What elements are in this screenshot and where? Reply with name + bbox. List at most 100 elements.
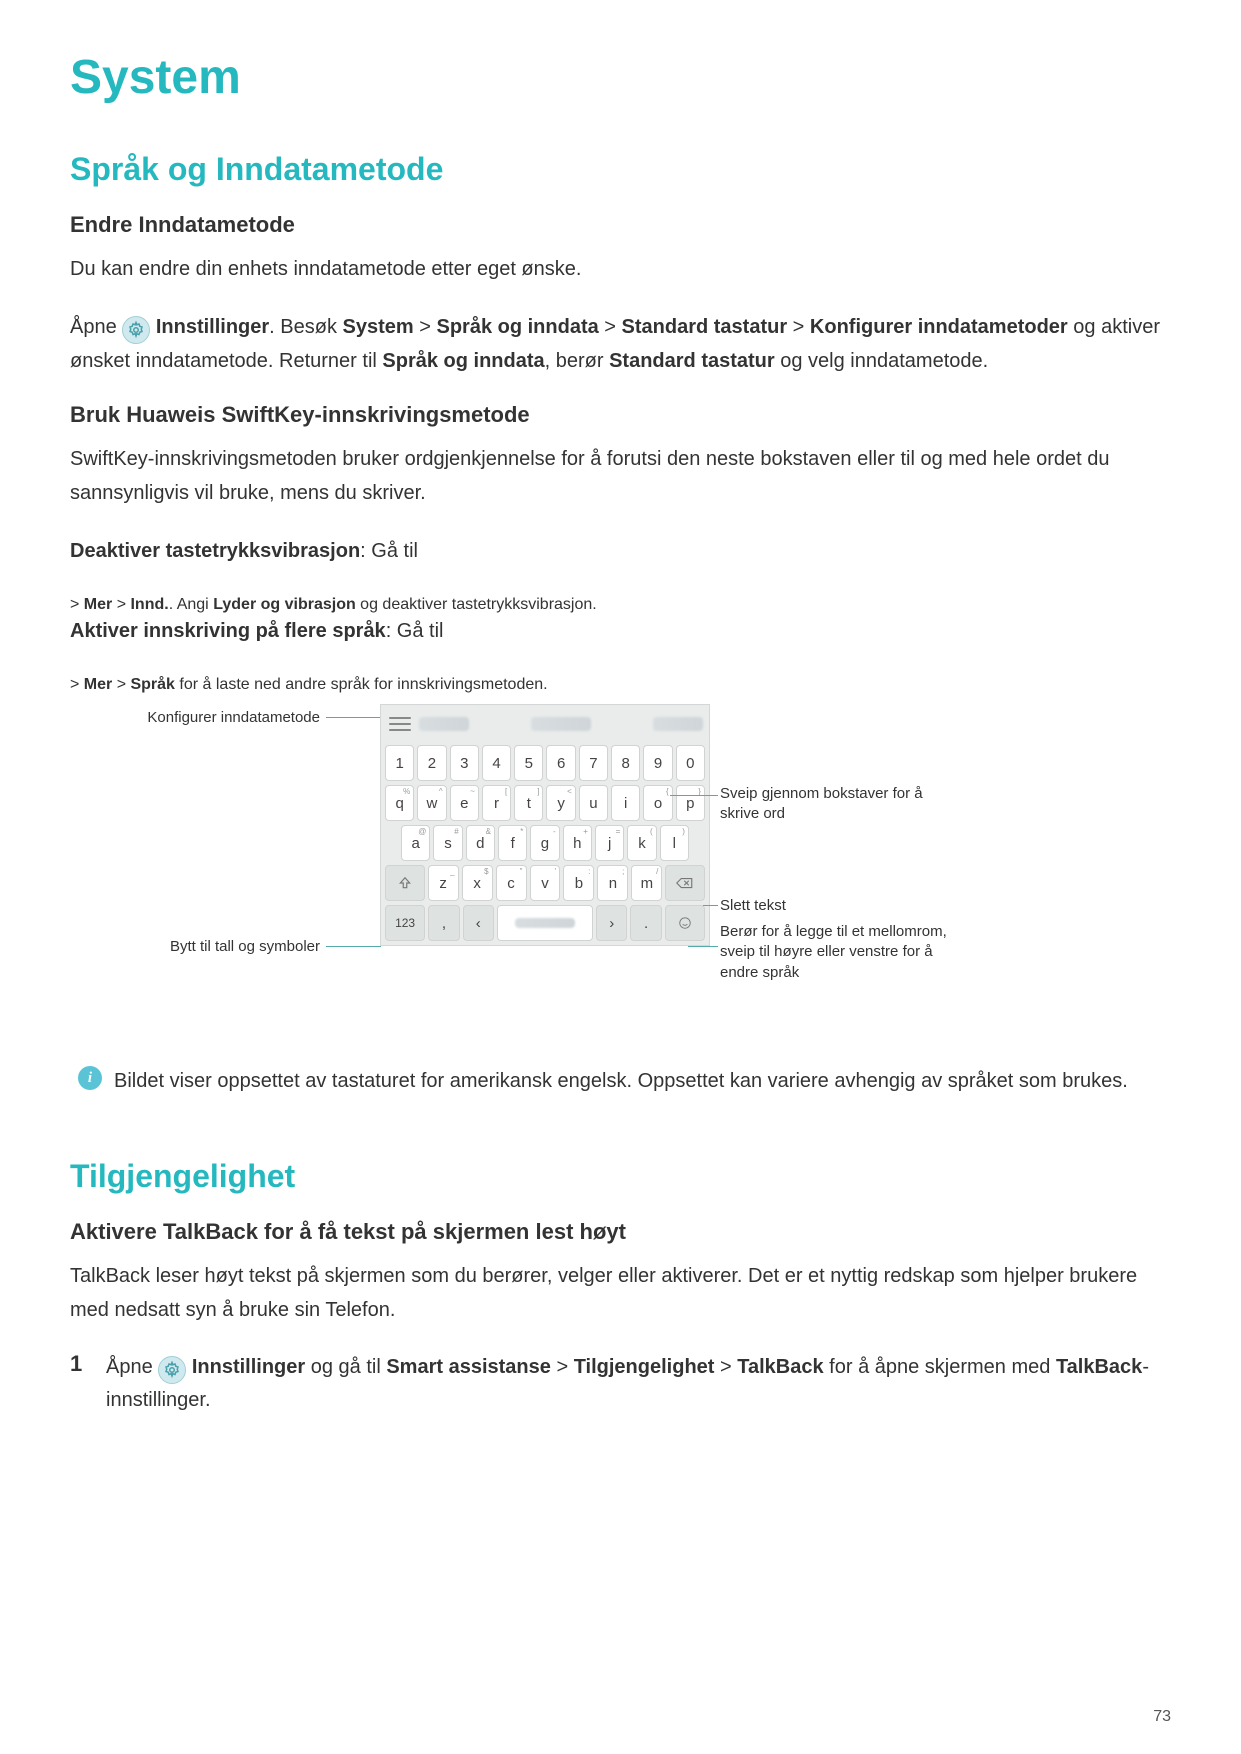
key: e~ (450, 785, 479, 821)
info-note-row: i Bildet viser oppsettet av tastaturet f… (78, 1064, 1171, 1098)
text: Mer (84, 596, 112, 613)
text: , berør (545, 350, 609, 372)
space-key (497, 905, 593, 941)
text: > (70, 676, 84, 693)
key-sup: [ (505, 787, 507, 796)
key-sup: * (520, 827, 523, 836)
key: x$ (462, 865, 493, 901)
text: Smart assistanse (386, 1356, 551, 1378)
text: : Gå til (386, 620, 449, 642)
key: m/ (631, 865, 662, 901)
key-sup: - (553, 827, 556, 836)
text: Standard tastatur (622, 316, 788, 338)
text: Åpne (70, 316, 122, 338)
key: k( (627, 825, 656, 861)
text: Språk og inndata (436, 316, 598, 338)
keyboard-row-1: q%w^e~r[t]y<uio{p} (381, 783, 709, 823)
callout-line (703, 905, 718, 906)
key: 2 (417, 745, 446, 781)
text: Aktiver innskriving på flere språk (70, 620, 386, 642)
key-sup: / (656, 867, 658, 876)
left-key: ‹ (463, 905, 494, 941)
comma-key: , (428, 905, 459, 941)
keyboard-row-numbers: 1234567890 (381, 743, 709, 783)
text: > (787, 316, 810, 338)
key-sup: ; (622, 867, 624, 876)
step-1: 1 Åpne Innstillinger og gå til Smart ass… (70, 1351, 1171, 1416)
key: n; (597, 865, 628, 901)
key-sup: @ (418, 827, 426, 836)
key-sup: ) (682, 827, 685, 836)
paragraph-disable-vibration: Deaktiver tastetrykksvibrasjon: Gå til (70, 534, 1171, 572)
key: l) (660, 825, 689, 861)
key: z_ (428, 865, 459, 901)
callout-configure-input: Konfigurer inndatametode (100, 708, 320, 728)
key-sup: = (616, 827, 621, 836)
text: System (343, 316, 414, 338)
subsection-swiftkey: Bruk Huaweis SwiftKey-innskrivingsmetode (70, 402, 1171, 428)
emoji-key (665, 905, 705, 941)
key: 6 (546, 745, 575, 781)
text: Innd. (130, 596, 168, 613)
subsection-change-input: Endre Inndatametode (70, 212, 1171, 238)
key-sup: & (486, 827, 491, 836)
key-sup: " (520, 867, 523, 876)
key: i (611, 785, 640, 821)
paragraph-open-settings: Åpne Innstillinger. Besøk System > Språk… (70, 310, 1171, 378)
key: 7 (579, 745, 608, 781)
section-heading-language: Språk og Inndatametode (70, 151, 1171, 188)
key: t] (514, 785, 543, 821)
callout-switch-numbers: Bytt til tall og symboler (100, 937, 320, 957)
key-sup: < (567, 787, 572, 796)
hamburger-icon (424, 550, 450, 572)
key-sup: # (454, 827, 458, 836)
text: > (551, 1356, 574, 1378)
text: Konfigurer inndatametoder (810, 316, 1068, 338)
text: TalkBack (737, 1356, 823, 1378)
text: > (714, 1356, 737, 1378)
right-key: › (596, 905, 627, 941)
text: for å åpne skjermen med (824, 1356, 1056, 1378)
key: o{ (643, 785, 672, 821)
subsection-talkback: Aktivere TalkBack for å få tekst på skje… (70, 1219, 1171, 1245)
text: Innstillinger (192, 1356, 305, 1378)
keyboard-mockup: 1234567890 q%w^e~r[t]y<uio{p} a@s#d&f*g-… (380, 704, 710, 946)
key: r[ (482, 785, 511, 821)
text: > (112, 596, 130, 613)
manual-page: System Språk og Inndatametode Endre Innd… (0, 0, 1241, 1754)
section-heading-accessibility: Tilgjengelighet (70, 1158, 1171, 1195)
backspace-key (665, 865, 705, 901)
key: s# (433, 825, 462, 861)
step-text: Åpne Innstillinger og gå til Smart assis… (106, 1351, 1171, 1416)
page-title: System (70, 50, 1171, 105)
key: p} (676, 785, 705, 821)
intro-text-1: Du kan endre din enhets inndatametode et… (70, 252, 1171, 286)
numbers-key: 123 (385, 905, 425, 941)
text: Tilgjengelighet (574, 1356, 715, 1378)
dot-key: . (630, 905, 661, 941)
blur-suggestion (419, 717, 469, 731)
keyboard-row-3: z_x$c"v'b:n;m/ (381, 863, 709, 903)
keyboard-row-2: a@s#d&f*g-h+j=k(l) (381, 823, 709, 863)
text: Åpne (106, 1356, 158, 1378)
key: b: (563, 865, 594, 901)
key-sup: % (403, 787, 410, 796)
key: 1 (385, 745, 414, 781)
text: Lyder og vibrasjon (213, 596, 356, 613)
callout-swipe-letters: Sveip gjennom bokstaver for å skrive ord (720, 784, 940, 825)
key-sup: ' (555, 867, 557, 876)
text: . Besøk (269, 316, 342, 338)
text: Deaktiver tastetrykksvibrasjon (70, 540, 360, 562)
intro-swiftkey: SwiftKey-innskrivingsmetoden bruker ordg… (70, 442, 1171, 510)
text: > (112, 676, 130, 693)
key-sup: ] (537, 787, 539, 796)
text: > (414, 316, 437, 338)
key-sup: _ (450, 867, 454, 876)
gear-icon (122, 316, 150, 344)
shift-key (385, 865, 425, 901)
keyboard-suggestion-bar (381, 705, 709, 743)
intro-talkback: TalkBack leser høyt tekst på skjermen so… (70, 1259, 1171, 1327)
step-number: 1 (70, 1351, 90, 1377)
text: Innstillinger (156, 316, 269, 338)
callout-line (326, 946, 381, 947)
